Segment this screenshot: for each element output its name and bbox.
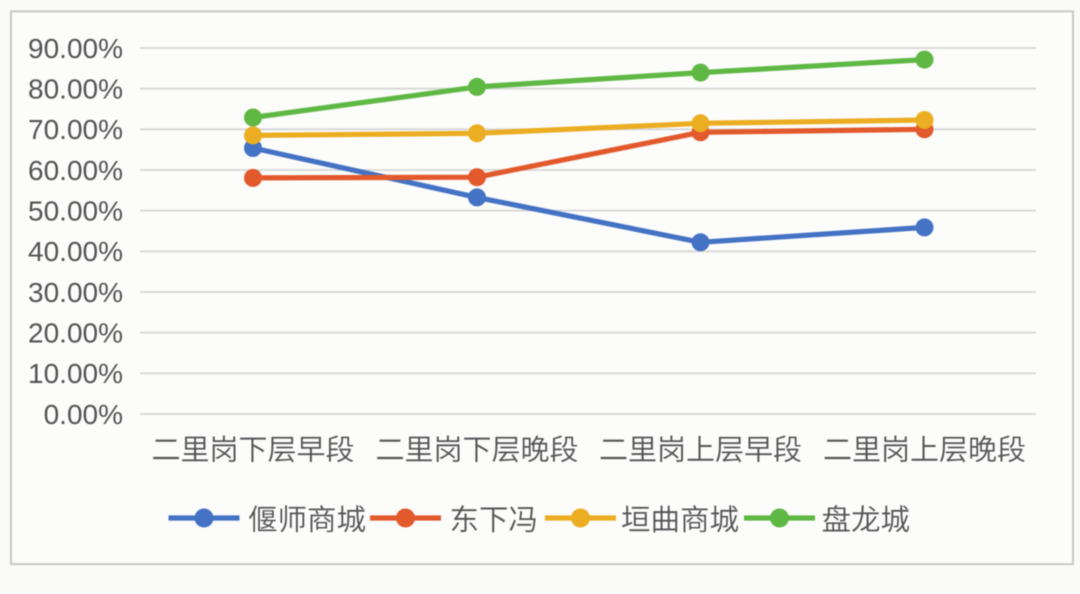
svg-text:70.00%: 70.00% bbox=[28, 114, 123, 145]
svg-text:50.00%: 50.00% bbox=[28, 195, 123, 226]
svg-text:80.00%: 80.00% bbox=[28, 73, 123, 104]
svg-text:60.00%: 60.00% bbox=[28, 155, 123, 186]
svg-text:40.00%: 40.00% bbox=[28, 236, 123, 267]
svg-text:90.00%: 90.00% bbox=[28, 33, 123, 64]
svg-text:20.00%: 20.00% bbox=[28, 318, 123, 349]
svg-text:10.00%: 10.00% bbox=[28, 358, 123, 389]
svg-text:0.00%: 0.00% bbox=[44, 399, 123, 430]
svg-text:30.00%: 30.00% bbox=[28, 277, 123, 308]
